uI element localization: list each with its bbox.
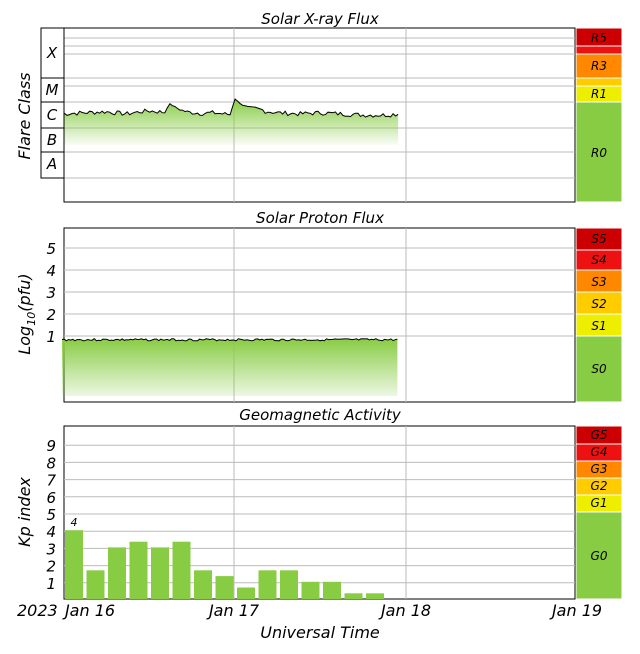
kp-tick-7: 7 — [46, 472, 56, 490]
kp-bar — [280, 570, 298, 599]
scale-label-g1: G1 — [591, 496, 608, 510]
kp-bar — [344, 593, 363, 599]
scale-label-g3: G3 — [591, 462, 608, 476]
scale-label-r0: R0 — [591, 146, 607, 160]
kp-tick-1: 1 — [46, 575, 56, 593]
scale-label-s3: S3 — [591, 275, 606, 289]
kp-tick-8: 8 — [46, 454, 56, 472]
kp-bar — [108, 547, 126, 599]
kp-bar — [86, 570, 105, 599]
geomag-frame — [63, 425, 623, 600]
proton-tick-3: 3 — [46, 284, 56, 302]
geomag-title: Geomagnetic Activity — [239, 406, 402, 424]
kp-bars: 4 — [65, 516, 384, 599]
class-label-x: X — [46, 44, 58, 62]
kp-tick-9: 9 — [46, 437, 56, 455]
kp-peak-label: 4 — [71, 516, 78, 529]
proton-radiation-storm-scale: S5 S4 S3 S2 S1 S0 — [575, 227, 623, 403]
xray-class-box — [40, 27, 65, 179]
class-label-b: B — [47, 131, 57, 149]
proton-tick-2: 2 — [46, 306, 56, 324]
scale-band-r0 — [575, 101, 623, 203]
scale-band-r4 — [575, 45, 623, 55]
scale-label-s5: S5 — [591, 232, 606, 246]
kp-bar — [65, 530, 83, 599]
kp-bar — [366, 593, 384, 599]
kp-tick-4: 4 — [46, 523, 56, 541]
kp-bar — [129, 541, 148, 599]
proton-flux-fill — [62, 338, 398, 396]
xray-flux-area — [61, 98, 399, 145]
xtick-jan18: Jan 18 — [378, 601, 431, 620]
kp-bar — [301, 581, 320, 599]
geomag-ylabel: Kp index — [15, 477, 34, 547]
proton-title: Solar Proton Flux — [256, 209, 384, 227]
proton-flux-area — [61, 338, 398, 396]
scale-label-r3: R3 — [591, 59, 607, 73]
scale-band-r3 — [575, 53, 623, 79]
scale-label-s0: S0 — [591, 362, 607, 376]
xtick-jan16: Jan 16 — [62, 601, 115, 620]
geomag-storm-scale: G5 G4 G3 G2 G1 G0 — [575, 425, 623, 600]
xray-ylabel: Flare Class — [15, 72, 34, 159]
xaxis-year: 2023 — [17, 601, 58, 620]
kp-bar — [237, 587, 255, 599]
xray-flux-line — [61, 98, 399, 118]
xaxis-title: Universal Time — [260, 623, 380, 642]
proton-tick-1: 1 — [46, 328, 56, 346]
xtick-jan19: Jan 19 — [549, 601, 602, 620]
kp-bar — [215, 576, 234, 599]
xtick-jan17: Jan 17 — [206, 601, 260, 620]
kp-bar — [151, 547, 169, 599]
scale-label-g5: G5 — [591, 428, 608, 442]
scale-label-s1: S1 — [591, 319, 606, 333]
scale-label-g4: G4 — [591, 445, 608, 459]
class-label-a: A — [46, 155, 57, 173]
scale-label-g0: G0 — [591, 549, 608, 563]
proton-ylabel: Log10(pfu) — [15, 273, 38, 354]
xray-radio-blackout-scale: R5 R3 R1 R0 — [575, 27, 623, 203]
kp-bar — [172, 541, 191, 599]
kp-tick-2: 2 — [46, 558, 56, 576]
proton-tick-labels: 5 4 3 2 1 — [46, 240, 56, 346]
scale-label-s2: S2 — [591, 297, 606, 311]
kp-tick-3: 3 — [46, 540, 56, 558]
kp-bar — [323, 581, 341, 599]
proton-tick-5: 5 — [46, 240, 56, 258]
class-label-m: M — [46, 81, 59, 99]
proton-flux-line — [61, 338, 398, 342]
scale-label-r1: R1 — [591, 87, 607, 101]
xray-class-labels: X M C B A — [40, 27, 65, 179]
xray-title: Solar X-ray Flux — [261, 10, 379, 28]
kp-tick-6: 6 — [46, 489, 56, 507]
proton-tick-4: 4 — [46, 262, 56, 280]
class-label-c: C — [47, 106, 58, 124]
scale-label-g2: G2 — [591, 479, 608, 493]
kp-tick-5: 5 — [46, 506, 56, 524]
kp-bar — [194, 570, 212, 599]
scale-band-r2 — [575, 77, 623, 87]
scale-band-s0 — [575, 335, 623, 403]
scale-band-g0 — [575, 511, 623, 600]
geomag-grid — [64, 426, 576, 599]
scale-label-r5: R5 — [591, 31, 607, 45]
scale-label-s4: S4 — [591, 253, 606, 267]
kp-bar — [258, 570, 277, 599]
proton-grid — [64, 228, 576, 402]
